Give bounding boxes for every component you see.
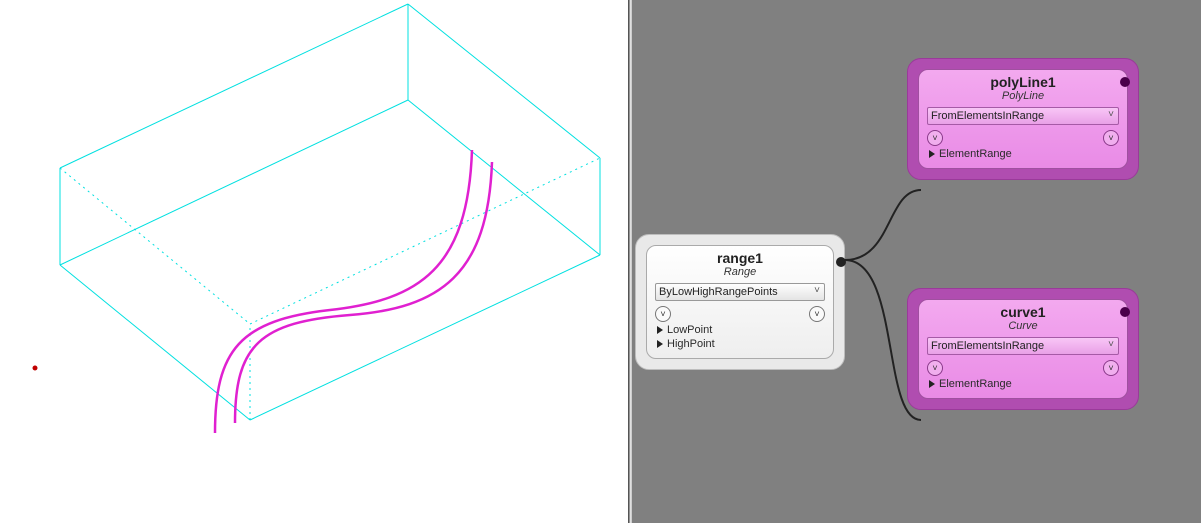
node-graph-canvas[interactable]: range1 Range ByLowHighRangePoints ˅ ˅ Lo… — [632, 0, 1201, 523]
node-type: PolyLine — [927, 90, 1119, 102]
node-title: curve1 — [927, 304, 1119, 320]
expand-inputs-icon[interactable]: ˅ — [927, 360, 943, 376]
node-range1[interactable]: range1 Range ByLowHighRangePoints ˅ ˅ Lo… — [635, 234, 845, 370]
node-type: Curve — [927, 320, 1119, 332]
viewport-svg — [0, 0, 628, 523]
output-port[interactable] — [1120, 77, 1130, 87]
input-port-elementrange[interactable]: ElementRange — [929, 378, 1119, 390]
expand-outputs-icon[interactable]: ˅ — [1103, 130, 1119, 146]
output-port[interactable] — [1120, 307, 1130, 317]
method-dropdown[interactable]: ByLowHighRangePoints — [655, 283, 825, 301]
method-dropdown[interactable]: FromElementsInRange — [927, 107, 1119, 125]
output-port[interactable] — [836, 257, 846, 267]
method-label: FromElementsInRange — [931, 110, 1044, 122]
node-polyline1[interactable]: polyLine1 PolyLine FromElementsInRange ˅… — [907, 58, 1139, 180]
method-label: FromElementsInRange — [931, 340, 1044, 352]
node-title: range1 — [655, 250, 825, 266]
expand-inputs-icon[interactable]: ˅ — [655, 306, 671, 322]
expand-outputs-icon[interactable]: ˅ — [1103, 360, 1119, 376]
input-port-highpoint[interactable]: HighPoint — [657, 338, 825, 350]
node-title: polyLine1 — [927, 74, 1119, 90]
method-label: ByLowHighRangePoints — [659, 286, 778, 298]
node-curve1[interactable]: curve1 Curve FromElementsInRange ˅ ˅ Ele… — [907, 288, 1139, 410]
expand-inputs-icon[interactable]: ˅ — [927, 130, 943, 146]
input-port-elementrange[interactable]: ElementRange — [929, 148, 1119, 160]
expand-outputs-icon[interactable]: ˅ — [809, 306, 825, 322]
node-type: Range — [655, 266, 825, 278]
method-dropdown[interactable]: FromElementsInRange — [927, 337, 1119, 355]
input-port-lowpoint[interactable]: LowPoint — [657, 324, 825, 336]
viewport-3d[interactable] — [0, 0, 628, 523]
